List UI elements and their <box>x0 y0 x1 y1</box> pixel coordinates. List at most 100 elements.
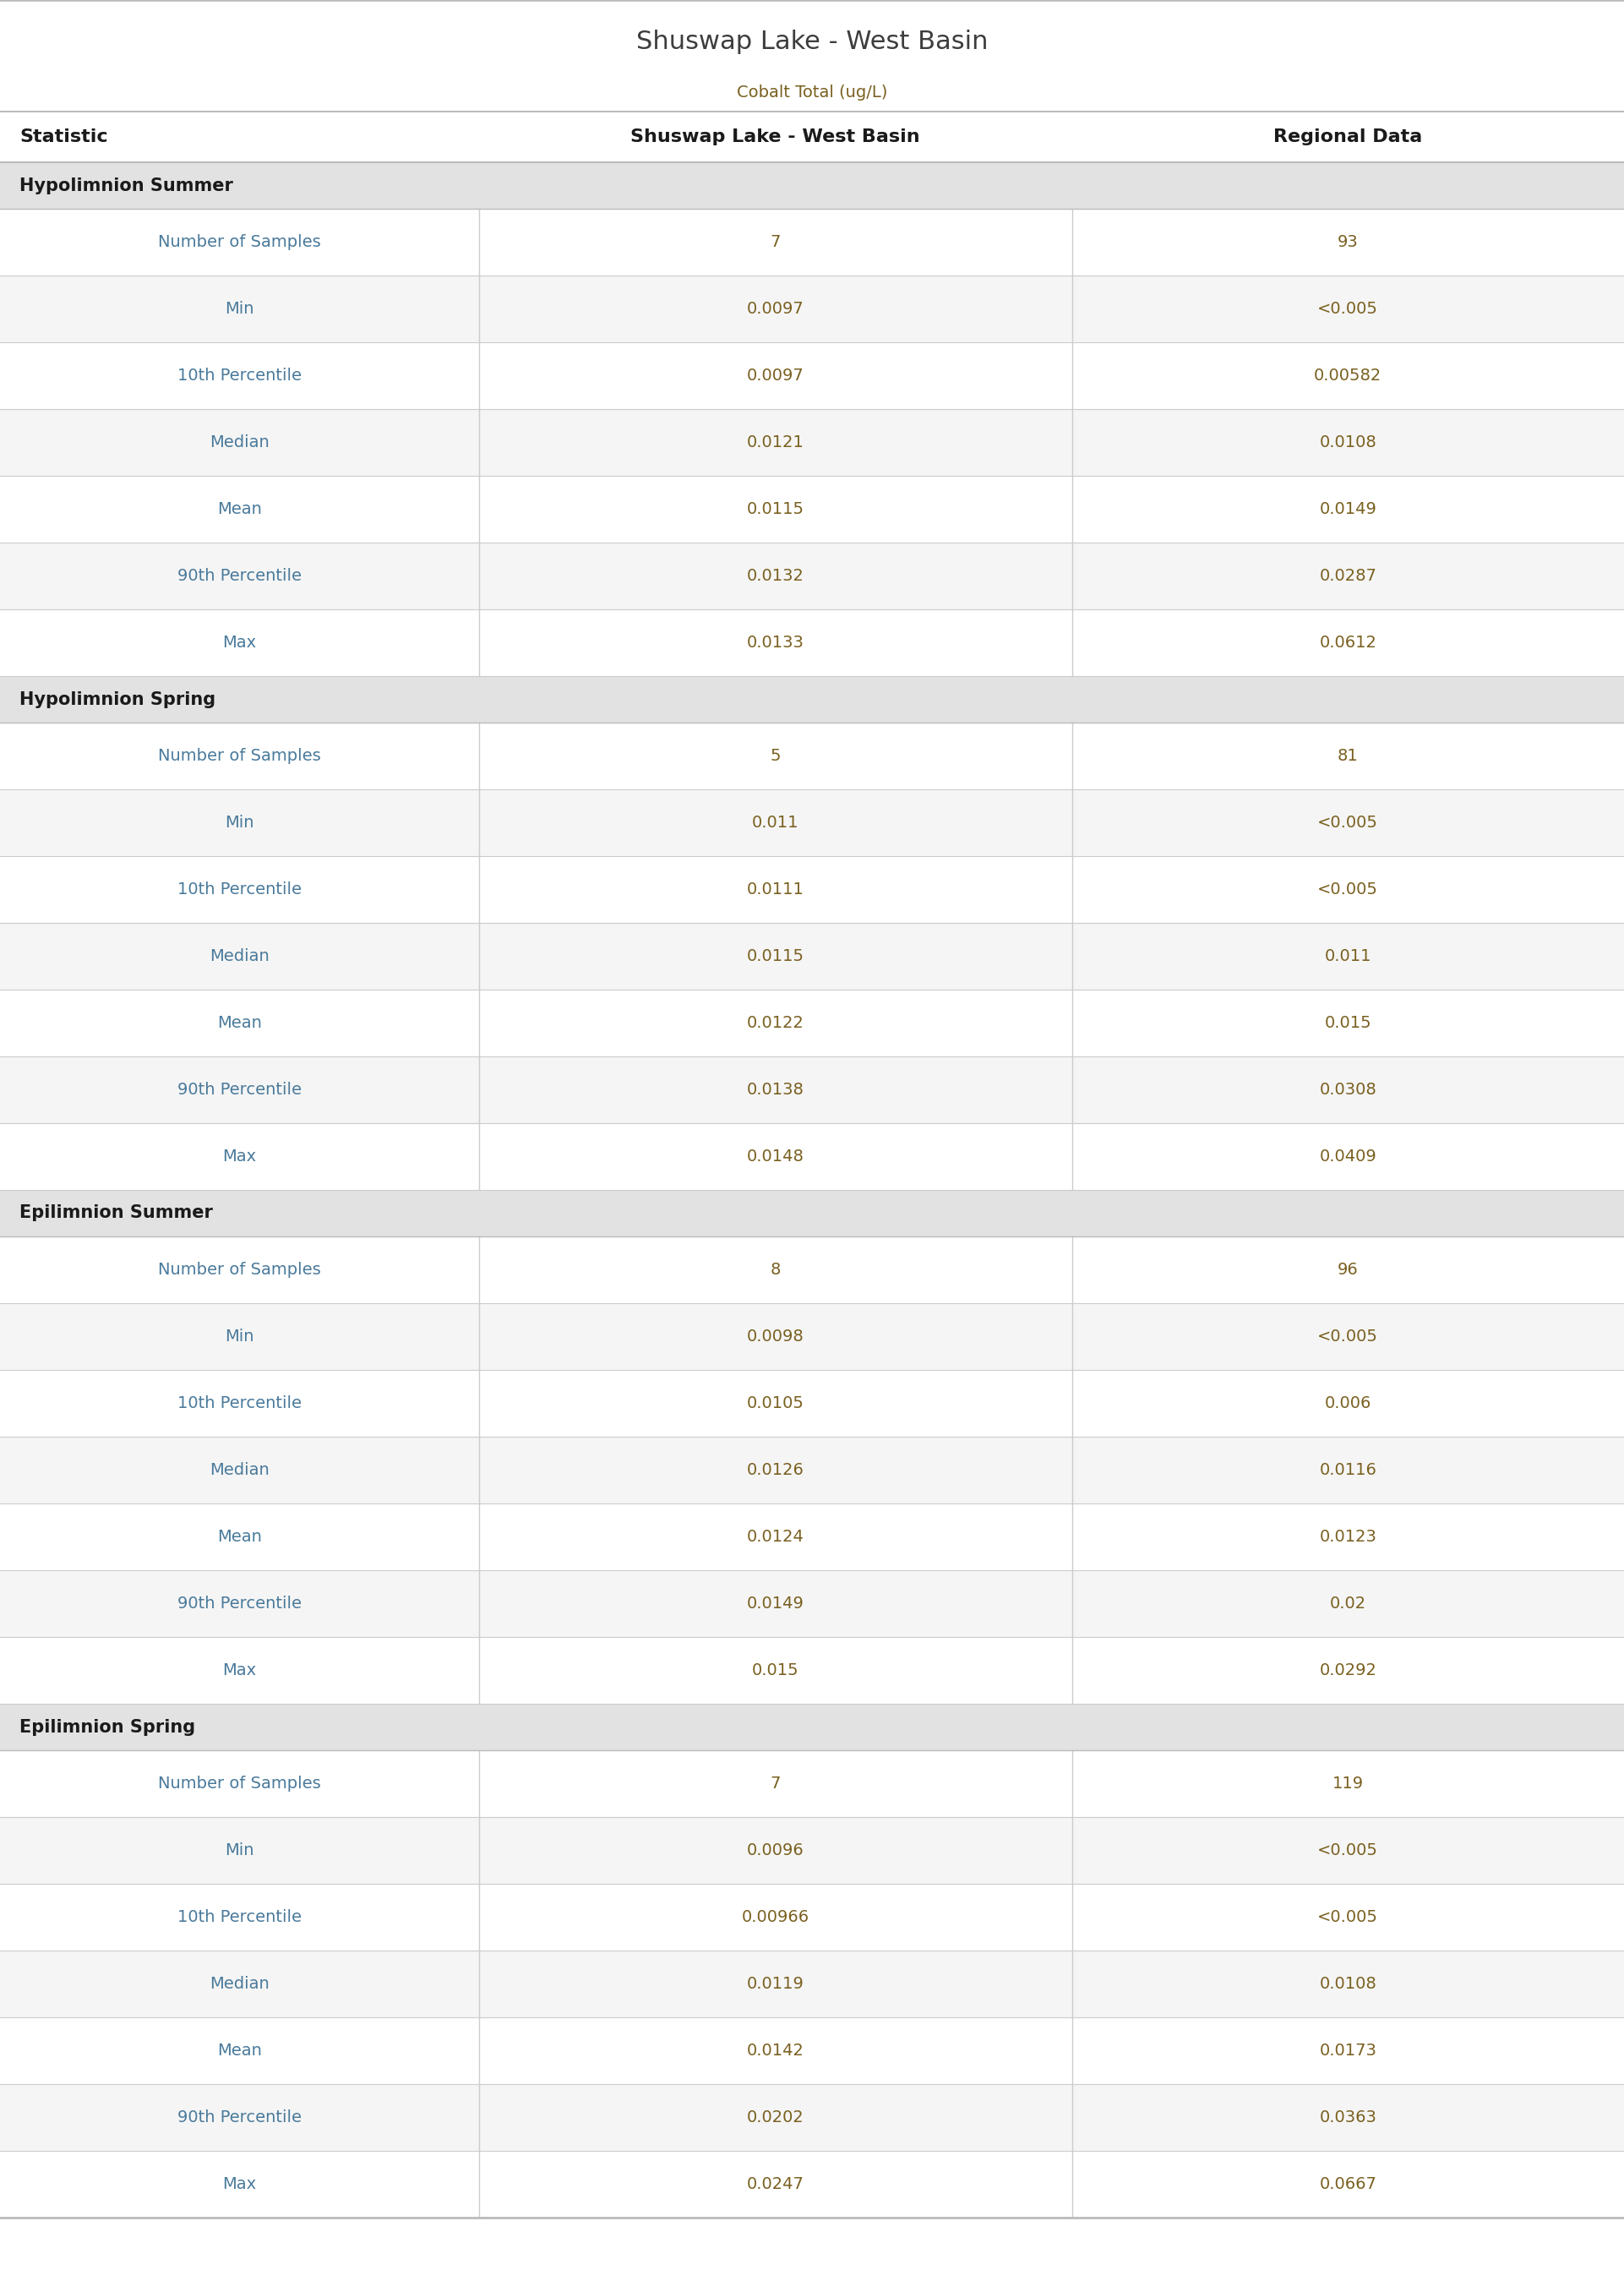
Text: 0.0173: 0.0173 <box>1319 2043 1377 2059</box>
Text: 0.00966: 0.00966 <box>742 1909 809 1925</box>
Text: 0.0667: 0.0667 <box>1319 2177 1377 2193</box>
Text: 0.0097: 0.0097 <box>747 368 804 384</box>
Bar <box>0 1571 1624 1637</box>
Bar <box>0 161 1624 209</box>
Bar <box>0 924 1624 990</box>
Text: 5: 5 <box>770 747 781 765</box>
Text: Max: Max <box>222 2177 257 2193</box>
Text: 0.0149: 0.0149 <box>1319 502 1377 518</box>
Text: Statistic: Statistic <box>19 129 107 145</box>
Text: 0.0111: 0.0111 <box>747 881 804 897</box>
Text: Mean: Mean <box>218 1015 261 1031</box>
Text: 0.011: 0.011 <box>752 815 799 831</box>
Text: 0.0096: 0.0096 <box>747 1843 804 1859</box>
Text: 0.0115: 0.0115 <box>747 502 804 518</box>
Text: 0.011: 0.011 <box>1325 949 1371 965</box>
Bar <box>0 2084 1624 2152</box>
Bar <box>0 676 1624 722</box>
Text: 10th Percentile: 10th Percentile <box>177 1396 302 1412</box>
Text: Median: Median <box>209 1975 270 1993</box>
Text: Number of Samples: Number of Samples <box>158 1262 322 1278</box>
Text: Shuswap Lake - West Basin: Shuswap Lake - West Basin <box>637 30 987 54</box>
Text: 90th Percentile: 90th Percentile <box>177 568 302 583</box>
Text: 0.0108: 0.0108 <box>1319 1975 1377 1993</box>
Text: Shuswap Lake - West Basin: Shuswap Lake - West Basin <box>630 129 921 145</box>
Bar <box>0 1950 1624 2018</box>
Text: 0.0108: 0.0108 <box>1319 434 1377 449</box>
Text: Min: Min <box>226 815 253 831</box>
Text: 0.0292: 0.0292 <box>1319 1662 1377 1678</box>
Text: 90th Percentile: 90th Percentile <box>177 1083 302 1099</box>
Text: 0.0119: 0.0119 <box>747 1975 804 1993</box>
Text: 0.02: 0.02 <box>1330 1596 1366 1612</box>
Text: <0.005: <0.005 <box>1317 1328 1379 1344</box>
Text: 8: 8 <box>770 1262 781 1278</box>
Text: <0.005: <0.005 <box>1317 881 1379 897</box>
Text: Mean: Mean <box>218 1528 261 1546</box>
Text: Median: Median <box>209 1462 270 1478</box>
Text: Mean: Mean <box>218 2043 261 2059</box>
Text: 0.0148: 0.0148 <box>747 1149 804 1165</box>
Bar <box>0 790 1624 856</box>
Text: Max: Max <box>222 1149 257 1165</box>
Bar <box>0 409 1624 477</box>
Text: 0.0098: 0.0098 <box>747 1328 804 1344</box>
Text: 96: 96 <box>1338 1262 1358 1278</box>
Text: 0.015: 0.015 <box>752 1662 799 1678</box>
Text: Cobalt Total (ug/L): Cobalt Total (ug/L) <box>737 84 887 100</box>
Text: Max: Max <box>222 1662 257 1678</box>
Text: Mean: Mean <box>218 502 261 518</box>
Text: 0.0138: 0.0138 <box>747 1083 804 1099</box>
Text: 0.0149: 0.0149 <box>747 1596 804 1612</box>
Text: Min: Min <box>226 1328 253 1344</box>
Text: Number of Samples: Number of Samples <box>158 747 322 765</box>
Text: Hypolimnion Spring: Hypolimnion Spring <box>19 690 216 708</box>
Text: 0.0121: 0.0121 <box>747 434 804 449</box>
Text: 0.00582: 0.00582 <box>1314 368 1382 384</box>
Text: Number of Samples: Number of Samples <box>158 234 322 250</box>
Text: 0.0123: 0.0123 <box>1319 1528 1377 1546</box>
Bar <box>0 1303 1624 1369</box>
Text: Median: Median <box>209 949 270 965</box>
Bar <box>0 1189 1624 1237</box>
Text: 90th Percentile: 90th Percentile <box>177 2109 302 2125</box>
Bar <box>0 1056 1624 1124</box>
Text: 0.006: 0.006 <box>1325 1396 1371 1412</box>
Text: Max: Max <box>222 636 257 651</box>
Text: 10th Percentile: 10th Percentile <box>177 1909 302 1925</box>
Text: 0.0142: 0.0142 <box>747 2043 804 2059</box>
Text: 0.0115: 0.0115 <box>747 949 804 965</box>
Text: Hypolimnion Summer: Hypolimnion Summer <box>19 177 234 193</box>
Text: Number of Samples: Number of Samples <box>158 1775 322 1791</box>
Text: Min: Min <box>226 302 253 318</box>
Text: 0.0132: 0.0132 <box>747 568 804 583</box>
Text: 0.0612: 0.0612 <box>1319 636 1377 651</box>
Bar <box>0 1705 1624 1750</box>
Text: 0.0124: 0.0124 <box>747 1528 804 1546</box>
Text: Epilimnion Summer: Epilimnion Summer <box>19 1205 213 1221</box>
Text: <0.005: <0.005 <box>1317 302 1379 318</box>
Text: 0.0247: 0.0247 <box>747 2177 804 2193</box>
Text: 0.0105: 0.0105 <box>747 1396 804 1412</box>
Text: Median: Median <box>209 434 270 449</box>
Text: <0.005: <0.005 <box>1317 815 1379 831</box>
Text: Min: Min <box>226 1843 253 1859</box>
Text: Regional Data: Regional Data <box>1273 129 1423 145</box>
Text: 0.0308: 0.0308 <box>1319 1083 1377 1099</box>
Text: 0.0202: 0.0202 <box>747 2109 804 2125</box>
Text: 0.0122: 0.0122 <box>747 1015 804 1031</box>
Text: <0.005: <0.005 <box>1317 1843 1379 1859</box>
Text: 10th Percentile: 10th Percentile <box>177 881 302 897</box>
Text: <0.005: <0.005 <box>1317 1909 1379 1925</box>
Text: 0.0126: 0.0126 <box>747 1462 804 1478</box>
Bar <box>0 543 1624 608</box>
Bar <box>0 275 1624 343</box>
Text: 0.0363: 0.0363 <box>1319 2109 1377 2125</box>
Text: 7: 7 <box>770 234 781 250</box>
Text: 81: 81 <box>1338 747 1358 765</box>
Text: 0.015: 0.015 <box>1325 1015 1371 1031</box>
Text: 0.0409: 0.0409 <box>1319 1149 1377 1165</box>
Text: 0.0116: 0.0116 <box>1319 1462 1377 1478</box>
Text: 10th Percentile: 10th Percentile <box>177 368 302 384</box>
Text: 0.0097: 0.0097 <box>747 302 804 318</box>
